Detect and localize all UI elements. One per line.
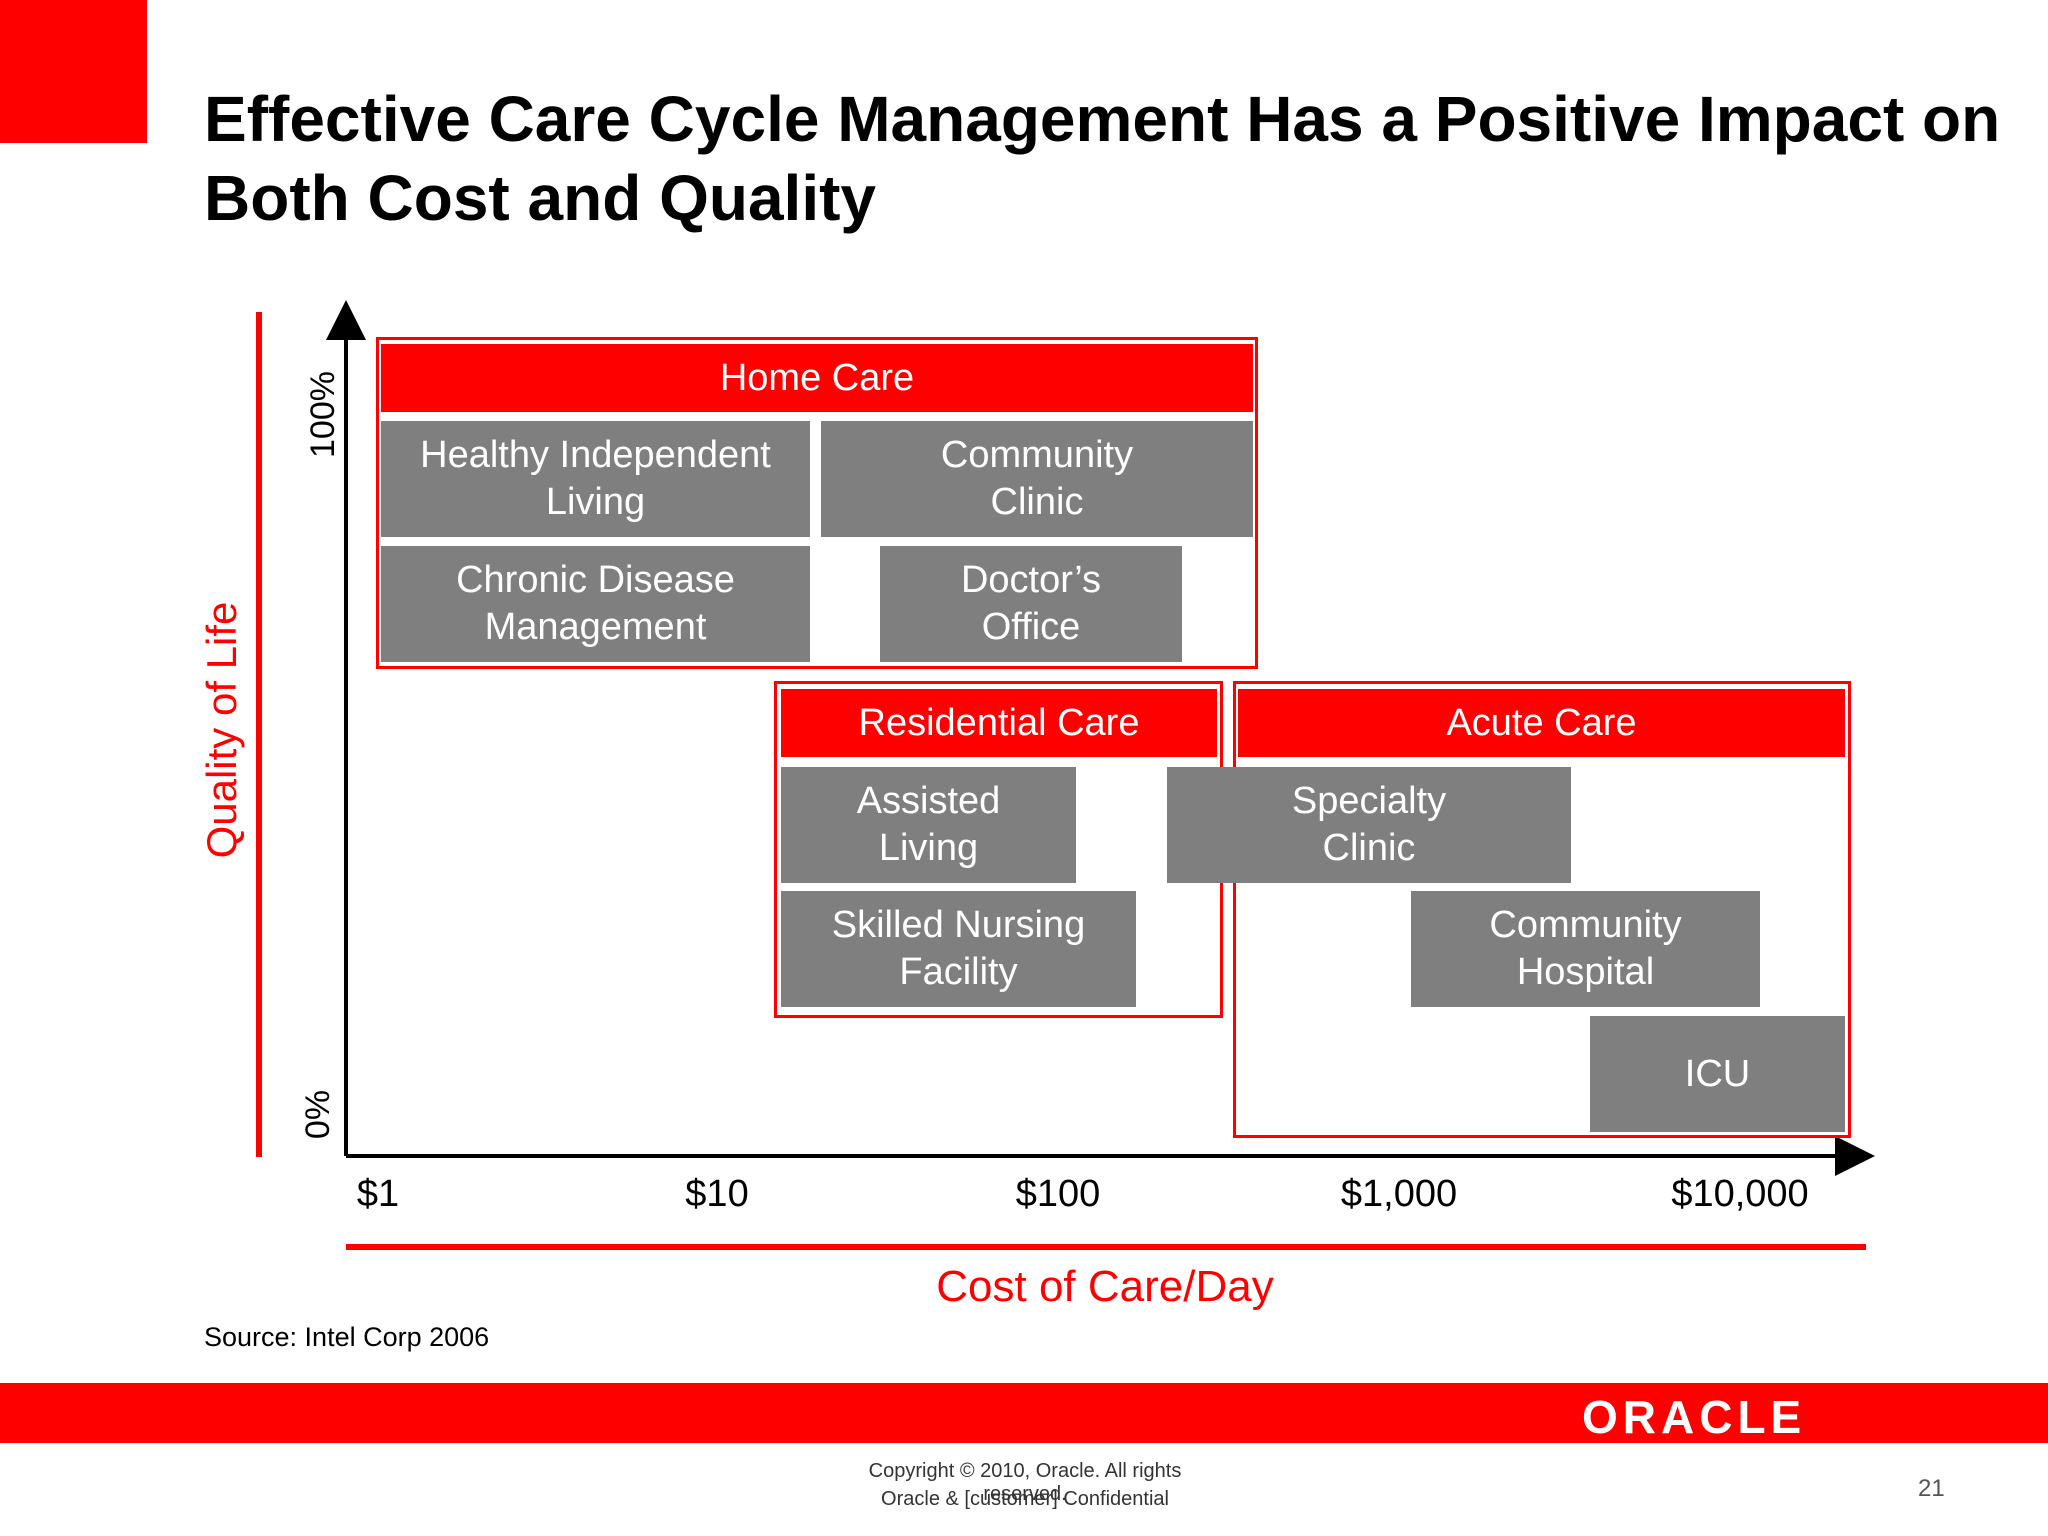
acute-care-header: Acute Care: [1238, 689, 1845, 757]
x-tick-100: $100: [1015, 1173, 1101, 1215]
doctors-office-box: Doctor’s Office: [880, 546, 1182, 662]
y-tick-0: 0%: [299, 1089, 338, 1140]
source-note: Source: Intel Corp 2006: [204, 1322, 490, 1352]
y-tick-100: 100%: [303, 371, 342, 458]
specialty-clinic-box: Specialty Clinic: [1167, 767, 1571, 883]
healthy-independent-living-box: Healthy Independent Living: [381, 421, 810, 537]
footer-band: [0, 1383, 2048, 1443]
acute-care-frame: [1233, 681, 1851, 1138]
x-tick-1000: $1,000: [1340, 1173, 1458, 1215]
skilled-nursing-facility-box: Skilled Nursing Facility: [781, 891, 1136, 1007]
x-axis-red-bar: [346, 1244, 1866, 1250]
x-axis-label: Cost of Care/Day: [936, 1262, 1274, 1311]
slide-title: Effective Care Cycle Management Has a Po…: [204, 83, 2001, 234]
y-axis-label: Quality of Life: [198, 601, 245, 859]
home-care-header: Home Care: [381, 344, 1253, 412]
confidential-text: Oracle & [customer] Confidential: [881, 1488, 1169, 1510]
page-number: 21: [1918, 1475, 1945, 1502]
residential-care-header: Residential Care: [781, 689, 1217, 757]
icu-box: ICU: [1590, 1016, 1845, 1132]
x-tick-10: $10: [685, 1173, 749, 1215]
y-axis-red-bar: [256, 312, 262, 1157]
oracle-logo: ORACLE: [1582, 1391, 1807, 1443]
corner-accent: [0, 0, 147, 143]
copyright-text: Copyright © 2010, Oracle. All rights res…: [868, 1460, 1182, 1505]
community-clinic-box: Community Clinic: [821, 421, 1253, 537]
chronic-disease-management-box: Chronic Disease Management: [381, 546, 810, 662]
home-care-frame: [376, 337, 1258, 669]
assisted-living-box: Assisted Living: [781, 767, 1076, 883]
x-tick-10000: $10,000: [1671, 1173, 1809, 1215]
x-tick-1: $1: [356, 1173, 400, 1215]
community-hospital-box: Community Hospital: [1411, 891, 1760, 1007]
